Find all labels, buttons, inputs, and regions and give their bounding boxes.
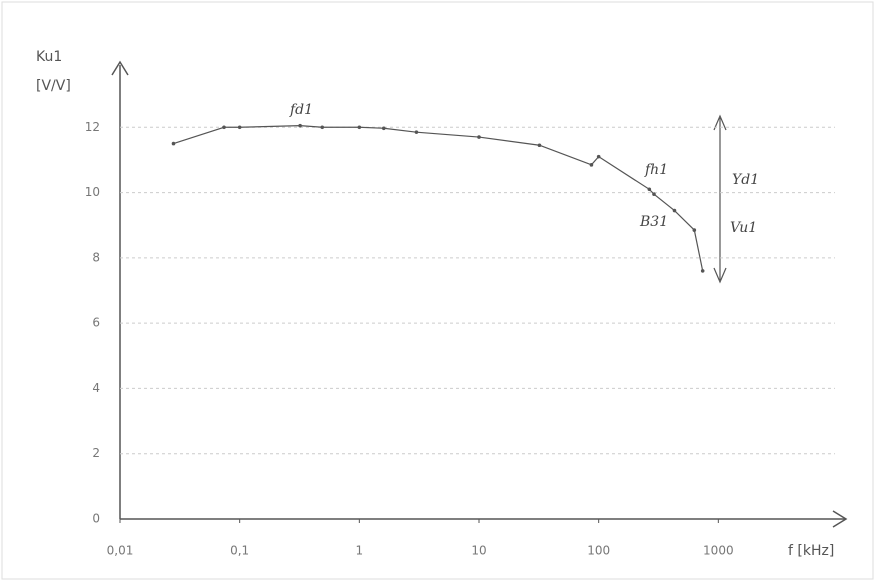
annotation: fd1 xyxy=(289,102,313,118)
x-tick-label: 0,1 xyxy=(230,544,249,558)
x-arrow xyxy=(832,510,848,528)
y-axis-unit: [V/V] xyxy=(36,78,71,94)
data-point xyxy=(692,228,697,232)
x-axis-label: f [kHz] xyxy=(788,543,834,559)
y-arrow xyxy=(111,60,129,76)
x-tick-label: 1000 xyxy=(703,544,734,558)
y-axis-label: Ku1 xyxy=(36,49,62,65)
y-tick-label: 2 xyxy=(92,446,100,460)
data-point xyxy=(357,125,362,130)
x-tick-label: 100 xyxy=(587,544,610,558)
data-point xyxy=(672,208,677,213)
range-arrow-head xyxy=(713,267,727,284)
data-point xyxy=(237,125,242,130)
y-tick-label: 0 xyxy=(92,512,100,526)
x-tick-label: 1 xyxy=(356,544,364,558)
x-tick-label: 10 xyxy=(471,544,486,558)
data-point xyxy=(647,187,652,192)
data-point xyxy=(414,130,419,134)
data-point xyxy=(320,125,325,130)
y-tick-label: 10 xyxy=(85,185,100,199)
data-point xyxy=(589,163,594,167)
data-point xyxy=(381,126,386,131)
range-arrow-head xyxy=(713,114,727,131)
data-point xyxy=(477,135,481,139)
annotation: fh1 xyxy=(644,162,668,178)
data-point xyxy=(222,125,226,130)
annotation: Vu1 xyxy=(730,220,757,236)
annotation: B31 xyxy=(639,214,668,230)
y-tick-label: 4 xyxy=(92,381,100,395)
data-point xyxy=(700,269,705,273)
data-point xyxy=(537,143,542,148)
annotation: Yd1 xyxy=(732,172,759,188)
data-point xyxy=(652,192,656,197)
y-tick-label: 12 xyxy=(85,120,100,134)
data-point xyxy=(298,123,302,128)
data-point xyxy=(596,154,601,159)
data-point xyxy=(171,141,176,146)
y-tick-label: 6 xyxy=(92,316,100,330)
x-tick-label: 0,01 xyxy=(107,544,134,558)
y-tick-label: 8 xyxy=(92,250,100,264)
